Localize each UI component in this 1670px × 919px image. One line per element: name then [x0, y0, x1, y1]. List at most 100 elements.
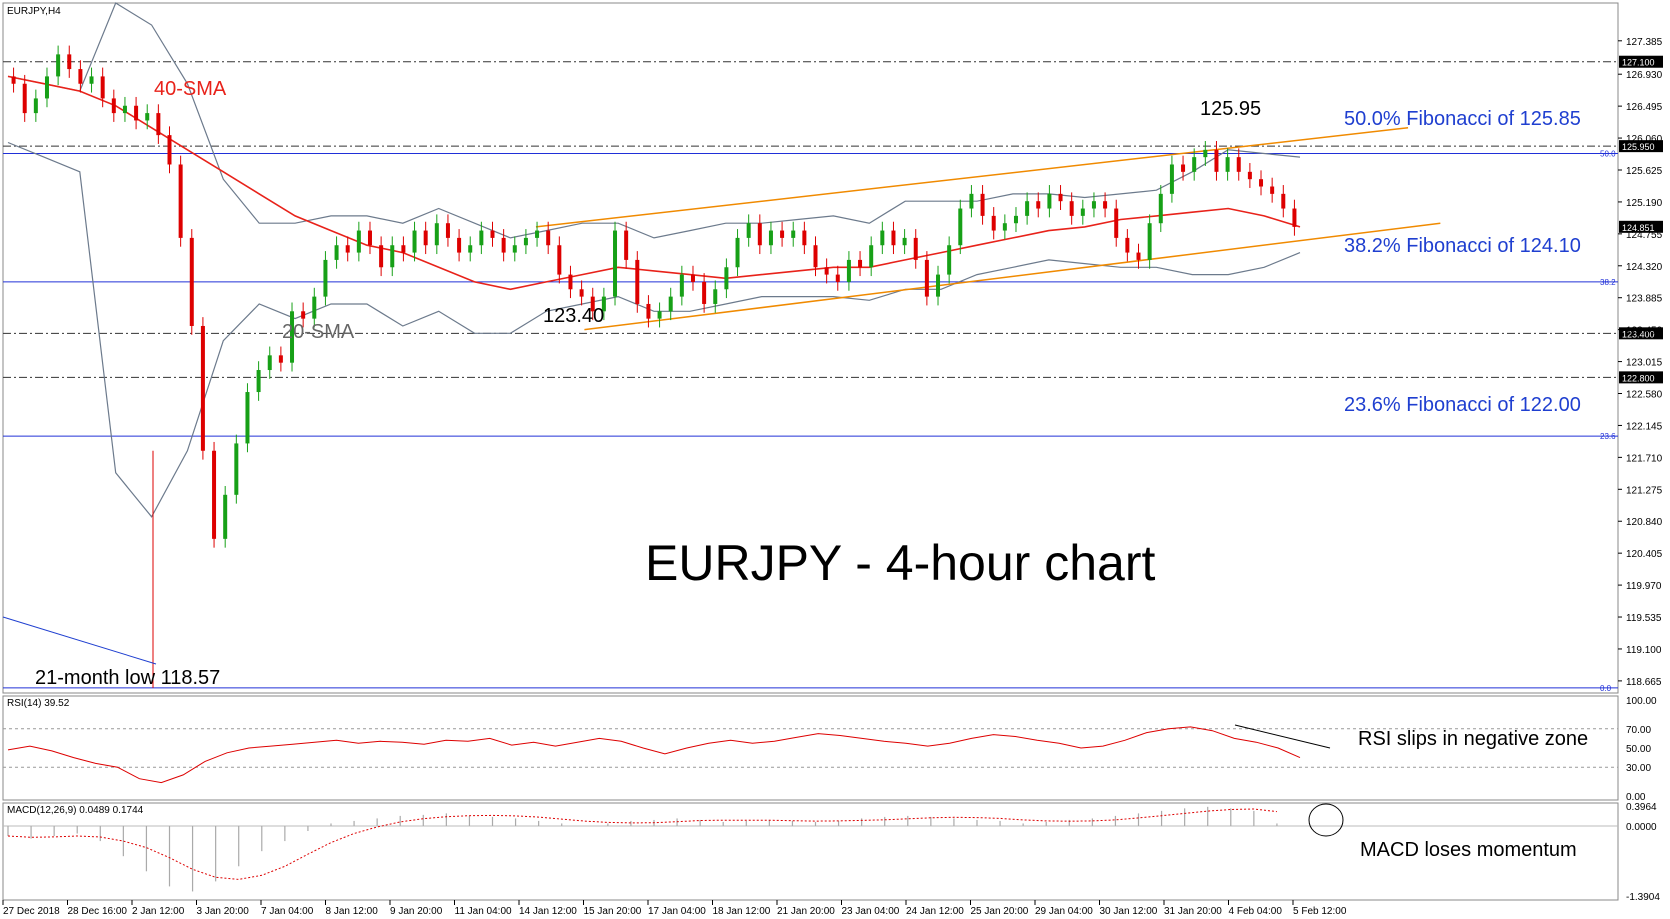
candle-body [924, 259, 929, 297]
candle-body [891, 230, 896, 246]
candle-body [1169, 164, 1174, 194]
candle-body [724, 267, 729, 290]
candle-body [323, 259, 328, 297]
candle-body [523, 237, 528, 246]
candle-body [434, 223, 439, 246]
date-tick-label: 11 Jan 04:00 [455, 906, 513, 917]
candle-body [1225, 157, 1230, 172]
date-tick-label: 9 Jan 20:00 [390, 906, 443, 917]
low-mid-label: 123.40 [543, 305, 604, 327]
level-tag: 50.0 [1600, 149, 1616, 158]
candle-body [1080, 208, 1085, 216]
candle-body [423, 230, 428, 246]
date-tick-label: 5 Feb 12:00 [1293, 906, 1347, 917]
macd-tick-label: 0.3964 [1626, 802, 1657, 813]
candle-body [512, 245, 517, 253]
candle-body [791, 230, 796, 238]
price-tick-label: 126.495 [1626, 102, 1663, 113]
date-tick-label: 15 Jan 20:00 [584, 906, 642, 917]
price-axis: 127.385 126.930 126.495 126.060 125.625 125.1… [1618, 37, 1663, 688]
candle-body [1002, 223, 1007, 231]
level-tag: 122.800 [1622, 373, 1655, 383]
candle-body [869, 245, 874, 268]
sma40-label: 40-SMA [154, 78, 227, 100]
price-levels: 127.100 125.950 50.0 38.2 123.400 122.800 23.6… [3, 55, 1663, 693]
rsi-label: RSI(14) 39.52 [7, 698, 70, 709]
macd-annotation: MACD loses momentum [1360, 839, 1577, 861]
price-tick-label: 119.970 [1626, 581, 1662, 592]
candle-body [1036, 201, 1041, 209]
candle-body [111, 98, 116, 114]
candle-body [1236, 157, 1241, 172]
candle-body [1047, 193, 1052, 209]
candle-body [579, 289, 584, 297]
level-tag: 123.400 [1622, 329, 1655, 339]
date-tick-label: 25 Jan 20:00 [971, 906, 1029, 917]
low-label: 21-month low 118.57 [35, 667, 220, 689]
candle-body [290, 311, 295, 363]
candle-body [846, 259, 851, 282]
candle-body [212, 450, 217, 539]
rsi-tick-label: 0.00 [1626, 792, 1646, 803]
candle-body [334, 245, 339, 260]
macd-series: 0.3964 0.0000 -1.3904 [3, 802, 1660, 903]
date-tick-label: 24 Jan 12:00 [906, 906, 964, 917]
candle-body [134, 105, 139, 121]
candle-body [713, 289, 718, 304]
candle-body [1069, 201, 1074, 216]
candle-body [690, 274, 695, 282]
price-tick-label: 121.275 [1626, 485, 1663, 496]
candle-body [390, 245, 395, 268]
date-tick-label: 23 Jan 04:00 [842, 906, 900, 917]
candle-body [1136, 252, 1141, 260]
candle-body [668, 296, 673, 312]
candle-body [401, 245, 406, 253]
candle-body [1247, 171, 1252, 180]
date-tick-label: 28 Dec 16:00 [68, 906, 128, 917]
candle-body [880, 230, 885, 246]
macd-panel [2, 802, 1619, 901]
candle-body [1114, 208, 1119, 238]
candle-body [557, 245, 562, 275]
price-tick-label: 124.320 [1626, 262, 1663, 273]
date-tick-label: 31 Jan 20:00 [1164, 906, 1222, 917]
rsi-tick-label: 50.00 [1626, 744, 1651, 755]
candle-body [1091, 201, 1096, 209]
candle-body [535, 230, 540, 238]
price-tick-label: 125.190 [1626, 198, 1663, 209]
candle-body [234, 443, 239, 495]
date-tick-label: 2 Jan 12:00 [132, 906, 185, 917]
bollinger-upper [7, 2, 1301, 239]
candle-body [457, 237, 462, 253]
candle-body [902, 237, 907, 246]
level-tag-bg [1619, 327, 1663, 340]
price-tick-label: 120.405 [1626, 549, 1663, 560]
candle-body [479, 230, 484, 246]
candle-body [969, 193, 974, 209]
date-tick-label: 18 Jan 12:00 [713, 906, 771, 917]
candle-body [936, 274, 941, 297]
candle-body [824, 267, 829, 275]
candle-body [613, 230, 618, 297]
candle-body [1025, 201, 1030, 216]
price-tick-label: 120.840 [1626, 517, 1663, 528]
candle-body [947, 245, 952, 275]
price-tick-label: 122.145 [1626, 421, 1663, 432]
channel-upper [535, 127, 1409, 228]
rsi-series: 100.00 70.00 50.00 30.00 0.00 [3, 696, 1657, 803]
bollinger-bands [7, 2, 1301, 518]
date-tick-label: 30 Jan 12:00 [1100, 906, 1158, 917]
price-channel [535, 127, 1441, 331]
date-tick-label: 8 Jan 12:00 [326, 906, 379, 917]
chart-title: EURJPY - 4-hour chart [645, 535, 1155, 591]
candle-body [245, 392, 250, 444]
candle-body [1259, 179, 1264, 187]
candle-body [1292, 208, 1297, 227]
candle-body [501, 237, 506, 253]
candle-body [813, 245, 818, 268]
level-tag: 38.2 [1600, 278, 1616, 287]
candle-body [657, 311, 662, 319]
price-tick-label: 121.710 [1626, 453, 1663, 464]
candle-body [267, 355, 272, 371]
